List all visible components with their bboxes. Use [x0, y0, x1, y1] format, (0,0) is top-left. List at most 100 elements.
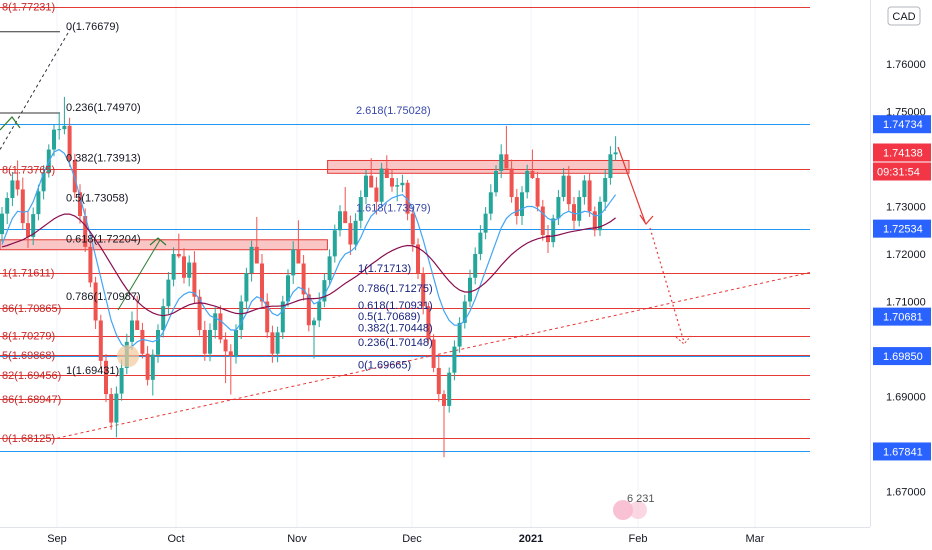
candle — [582, 175, 587, 205]
price-badge-label: 1.70681 — [883, 312, 923, 324]
candle-body — [410, 213, 415, 245]
candle — [473, 247, 478, 285]
candle-body — [265, 301, 270, 333]
candle-body — [52, 129, 56, 150]
candle — [234, 324, 238, 364]
candle-body — [364, 175, 368, 198]
candle-body — [244, 272, 249, 302]
candle — [31, 207, 36, 245]
candle — [254, 216, 259, 264]
candle — [10, 171, 15, 207]
candle — [228, 344, 233, 395]
countdown-badge — [873, 162, 931, 181]
candle-body — [312, 320, 316, 326]
level-label: 82(1.69456) — [2, 370, 61, 382]
candle — [608, 146, 613, 185]
candle — [369, 158, 374, 188]
level-label: 86(1.68947) — [2, 394, 61, 406]
candle — [592, 206, 597, 237]
fib-label-left: 0.786(1.70987) — [66, 291, 141, 303]
candle — [613, 136, 618, 161]
candle — [327, 249, 332, 286]
time-tick-label: Mar — [746, 533, 765, 545]
candle — [104, 354, 108, 403]
candle-body — [405, 182, 410, 214]
supply-zone-left — [0, 239, 328, 251]
candle-body — [436, 367, 441, 395]
candle — [280, 295, 285, 339]
candle-body — [228, 351, 233, 357]
candle-body — [530, 170, 535, 179]
candle-body — [93, 282, 98, 321]
candle — [197, 289, 202, 336]
price-tick-label: 1.69000 — [886, 391, 926, 403]
candle — [551, 214, 556, 248]
fib-label-right: 0.236(1.70148) — [358, 337, 433, 349]
candle-body — [348, 223, 353, 245]
candle — [275, 326, 280, 363]
candle-body — [395, 185, 400, 187]
candle-body — [379, 168, 384, 202]
candle-body — [400, 182, 405, 186]
candle-body — [41, 172, 46, 192]
candle-body — [499, 154, 504, 171]
level-label: 0(1.68125) — [2, 433, 55, 445]
candle — [244, 267, 249, 310]
candle-body — [223, 339, 228, 352]
candle-body — [608, 154, 613, 179]
candle-body — [577, 197, 582, 221]
candle-body — [171, 254, 176, 280]
candle-body — [374, 187, 379, 202]
price-axis[interactable]: 1.760001.750001.730001.720001.710001.690… — [873, 59, 931, 498]
currency-badge[interactable]: CAD — [887, 6, 921, 26]
candle-body — [31, 214, 36, 237]
candle-body — [592, 211, 597, 231]
candle-body — [150, 354, 155, 380]
candle — [145, 346, 150, 386]
candle-body — [260, 263, 264, 302]
candle-body — [322, 280, 327, 302]
candle — [530, 149, 535, 179]
candle-body — [452, 346, 457, 373]
tradingview-watermark: 6 231 — [613, 493, 655, 520]
candle-body — [20, 189, 25, 224]
watermark-text: 6 231 — [627, 493, 655, 505]
candle — [561, 168, 566, 202]
candle — [301, 254, 306, 301]
candle-body — [104, 360, 108, 395]
candle-body — [62, 125, 67, 130]
candle-body — [140, 329, 145, 354]
candle — [520, 186, 524, 226]
candle — [535, 171, 540, 212]
candle-body — [83, 216, 88, 247]
candle — [483, 207, 488, 240]
candle — [223, 332, 228, 384]
candle — [400, 174, 405, 193]
price-badge-label: 1.69850 — [883, 351, 923, 363]
price-badge — [873, 307, 931, 326]
fib-label-left: 0.5(1.73058) — [66, 193, 128, 205]
candle — [462, 294, 467, 329]
candle-body — [15, 180, 20, 190]
candle-body — [67, 125, 72, 160]
candle-body — [301, 263, 306, 295]
time-tick-label: Oct — [167, 533, 184, 545]
time-axis[interactable]: Sep Oct Nov Dec 2021 Feb Mar — [47, 533, 765, 545]
candle-body — [509, 168, 514, 198]
candle-body — [88, 246, 93, 283]
candle-body — [10, 180, 15, 198]
price-badge — [873, 143, 931, 162]
candle-body — [457, 322, 462, 347]
candle — [26, 211, 30, 248]
price-tick-label: 1.76000 — [886, 59, 926, 71]
price-badge-label: 1.72534 — [883, 224, 923, 236]
candle-body — [72, 159, 77, 193]
candle-body — [520, 192, 524, 217]
level-label: 86(1.70865) — [2, 303, 61, 315]
time-tick-label: Sep — [47, 533, 67, 545]
price-tick-label: 1.73000 — [886, 202, 926, 214]
candle — [348, 215, 353, 255]
candle — [270, 325, 275, 363]
candle-body — [249, 246, 254, 273]
